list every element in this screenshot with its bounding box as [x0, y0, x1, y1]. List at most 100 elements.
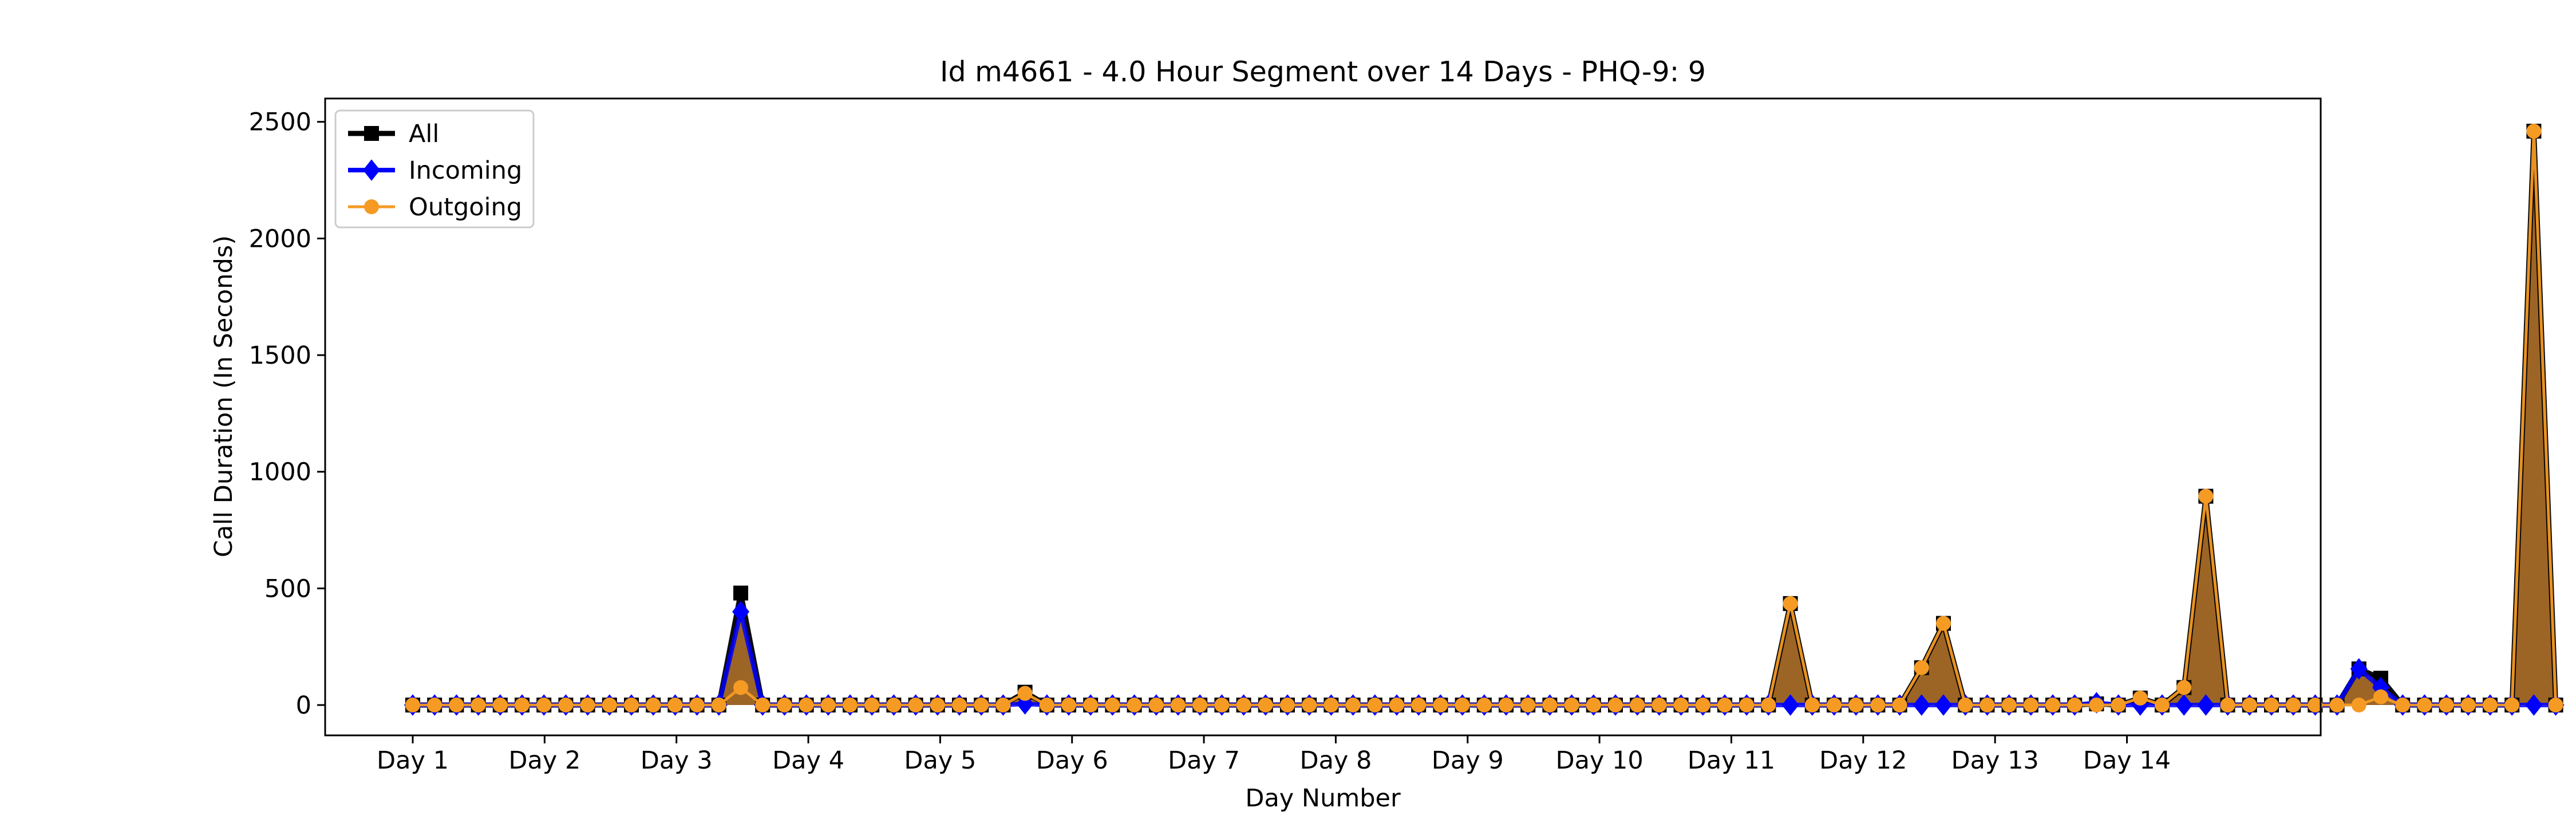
data-point-outgoing	[2483, 698, 2498, 713]
data-point-outgoing	[1870, 698, 1886, 713]
data-point-all	[733, 585, 748, 601]
x-axis-label: Day Number	[1245, 784, 1401, 813]
data-point-outgoing	[2395, 698, 2411, 713]
legend-marker-incoming	[363, 159, 380, 181]
data-point-outgoing	[1214, 698, 1230, 713]
legend-marker-outgoing	[364, 199, 379, 214]
data-point-outgoing	[1345, 698, 1361, 713]
data-point-incoming	[2175, 694, 2193, 716]
data-point-outgoing	[1717, 698, 1732, 713]
y-tick-label: 1500	[249, 341, 311, 370]
data-point-outgoing	[1455, 698, 1470, 713]
x-tick-label: Day 7	[1168, 746, 1240, 775]
data-point-outgoing	[1083, 698, 1099, 713]
x-tick-label: Day 6	[1036, 746, 1108, 775]
data-point-outgoing	[405, 698, 420, 713]
data-point-outgoing	[2417, 698, 2432, 713]
data-point-outgoing	[864, 698, 880, 713]
x-tick-label: Day 14	[2083, 746, 2171, 775]
data-point-outgoing	[2264, 698, 2279, 713]
x-tick-label: Day 11	[1688, 746, 1775, 775]
data-point-outgoing	[689, 698, 705, 713]
plot-frame	[324, 97, 2322, 737]
data-point-outgoing	[2308, 698, 2323, 713]
data-point-outgoing	[2089, 698, 2104, 713]
legend-label-outgoing: Outgoing	[409, 193, 522, 222]
x-tick-label: Day 13	[1951, 746, 2039, 775]
data-point-outgoing	[427, 698, 442, 713]
data-point-outgoing	[1105, 698, 1120, 713]
data-point-outgoing	[1258, 698, 1273, 713]
data-point-incoming	[732, 601, 749, 623]
data-point-outgoing	[2132, 690, 2148, 706]
data-point-outgoing	[2373, 689, 2388, 704]
data-point-outgoing	[1783, 596, 1798, 611]
data-point-outgoing	[1761, 698, 1776, 713]
data-point-outgoing	[1127, 698, 1142, 713]
data-point-outgoing	[2111, 698, 2126, 713]
data-point-incoming	[1913, 694, 1930, 716]
data-point-outgoing	[1302, 698, 1317, 713]
data-point-outgoing	[886, 698, 902, 713]
data-point-incoming	[2525, 694, 2543, 716]
series-all	[405, 124, 2563, 713]
legend-label-incoming: Incoming	[409, 156, 522, 185]
data-point-outgoing	[1958, 698, 1973, 713]
x-tick-label: Day 9	[1432, 746, 1504, 775]
x-tick-label: Day 4	[772, 746, 844, 775]
data-point-outgoing	[580, 698, 595, 713]
x-tick-label: Day 10	[1555, 746, 1643, 775]
legend-box	[334, 109, 535, 229]
data-point-outgoing	[1280, 698, 1295, 713]
data-point-outgoing	[755, 698, 771, 713]
data-point-outgoing	[2001, 698, 2017, 713]
x-tick-label: Day 8	[1299, 746, 1372, 775]
data-point-outgoing	[1608, 698, 1623, 713]
data-point-outgoing	[1171, 698, 1186, 713]
y-tick-label: 2500	[249, 108, 311, 137]
data-point-outgoing	[536, 698, 552, 713]
data-point-incoming	[1935, 694, 1952, 716]
data-point-outgoing	[558, 698, 574, 713]
data-point-outgoing	[1192, 698, 1208, 713]
series-outgoing	[405, 124, 2563, 713]
data-point-outgoing	[2067, 698, 2083, 713]
data-point-outgoing	[1433, 698, 1448, 713]
data-point-outgoing	[1323, 698, 1339, 713]
legend-marker-all	[364, 126, 379, 141]
data-point-outgoing	[1411, 698, 1427, 713]
data-point-outgoing	[2504, 698, 2520, 713]
data-point-outgoing	[646, 698, 661, 713]
data-point-outgoing	[624, 698, 639, 713]
data-point-outgoing	[1389, 698, 1404, 713]
data-point-outgoing	[2023, 698, 2038, 713]
data-point-outgoing	[974, 698, 989, 713]
data-point-incoming	[2350, 658, 2368, 680]
data-point-outgoing	[1892, 698, 1907, 713]
data-point-outgoing	[515, 698, 530, 713]
data-point-outgoing	[1827, 698, 1842, 713]
data-point-outgoing	[1499, 698, 1514, 713]
data-point-outgoing	[1739, 698, 1755, 713]
data-point-outgoing	[2198, 489, 2214, 504]
data-point-outgoing	[1630, 698, 1645, 713]
data-point-outgoing	[1367, 698, 1382, 713]
data-point-outgoing	[995, 698, 1011, 713]
data-point-outgoing	[1586, 698, 1601, 713]
y-tick-label: 1000	[249, 458, 311, 487]
data-point-outgoing	[602, 698, 617, 713]
data-point-outgoing	[1848, 698, 1864, 713]
data-point-outgoing	[667, 698, 683, 713]
data-point-outgoing	[1017, 686, 1033, 701]
x-tick-label: Day 12	[1819, 746, 1907, 775]
data-point-outgoing	[1564, 698, 1579, 713]
x-tick-label: Day 2	[508, 746, 580, 775]
data-point-outgoing	[1542, 698, 1558, 713]
data-point-outgoing	[2045, 698, 2060, 713]
data-point-outgoing	[733, 680, 748, 695]
x-tick-label: Day 5	[904, 746, 976, 775]
data-point-outgoing	[1673, 698, 1689, 713]
data-point-outgoing	[799, 698, 814, 713]
data-point-outgoing	[2548, 698, 2563, 713]
